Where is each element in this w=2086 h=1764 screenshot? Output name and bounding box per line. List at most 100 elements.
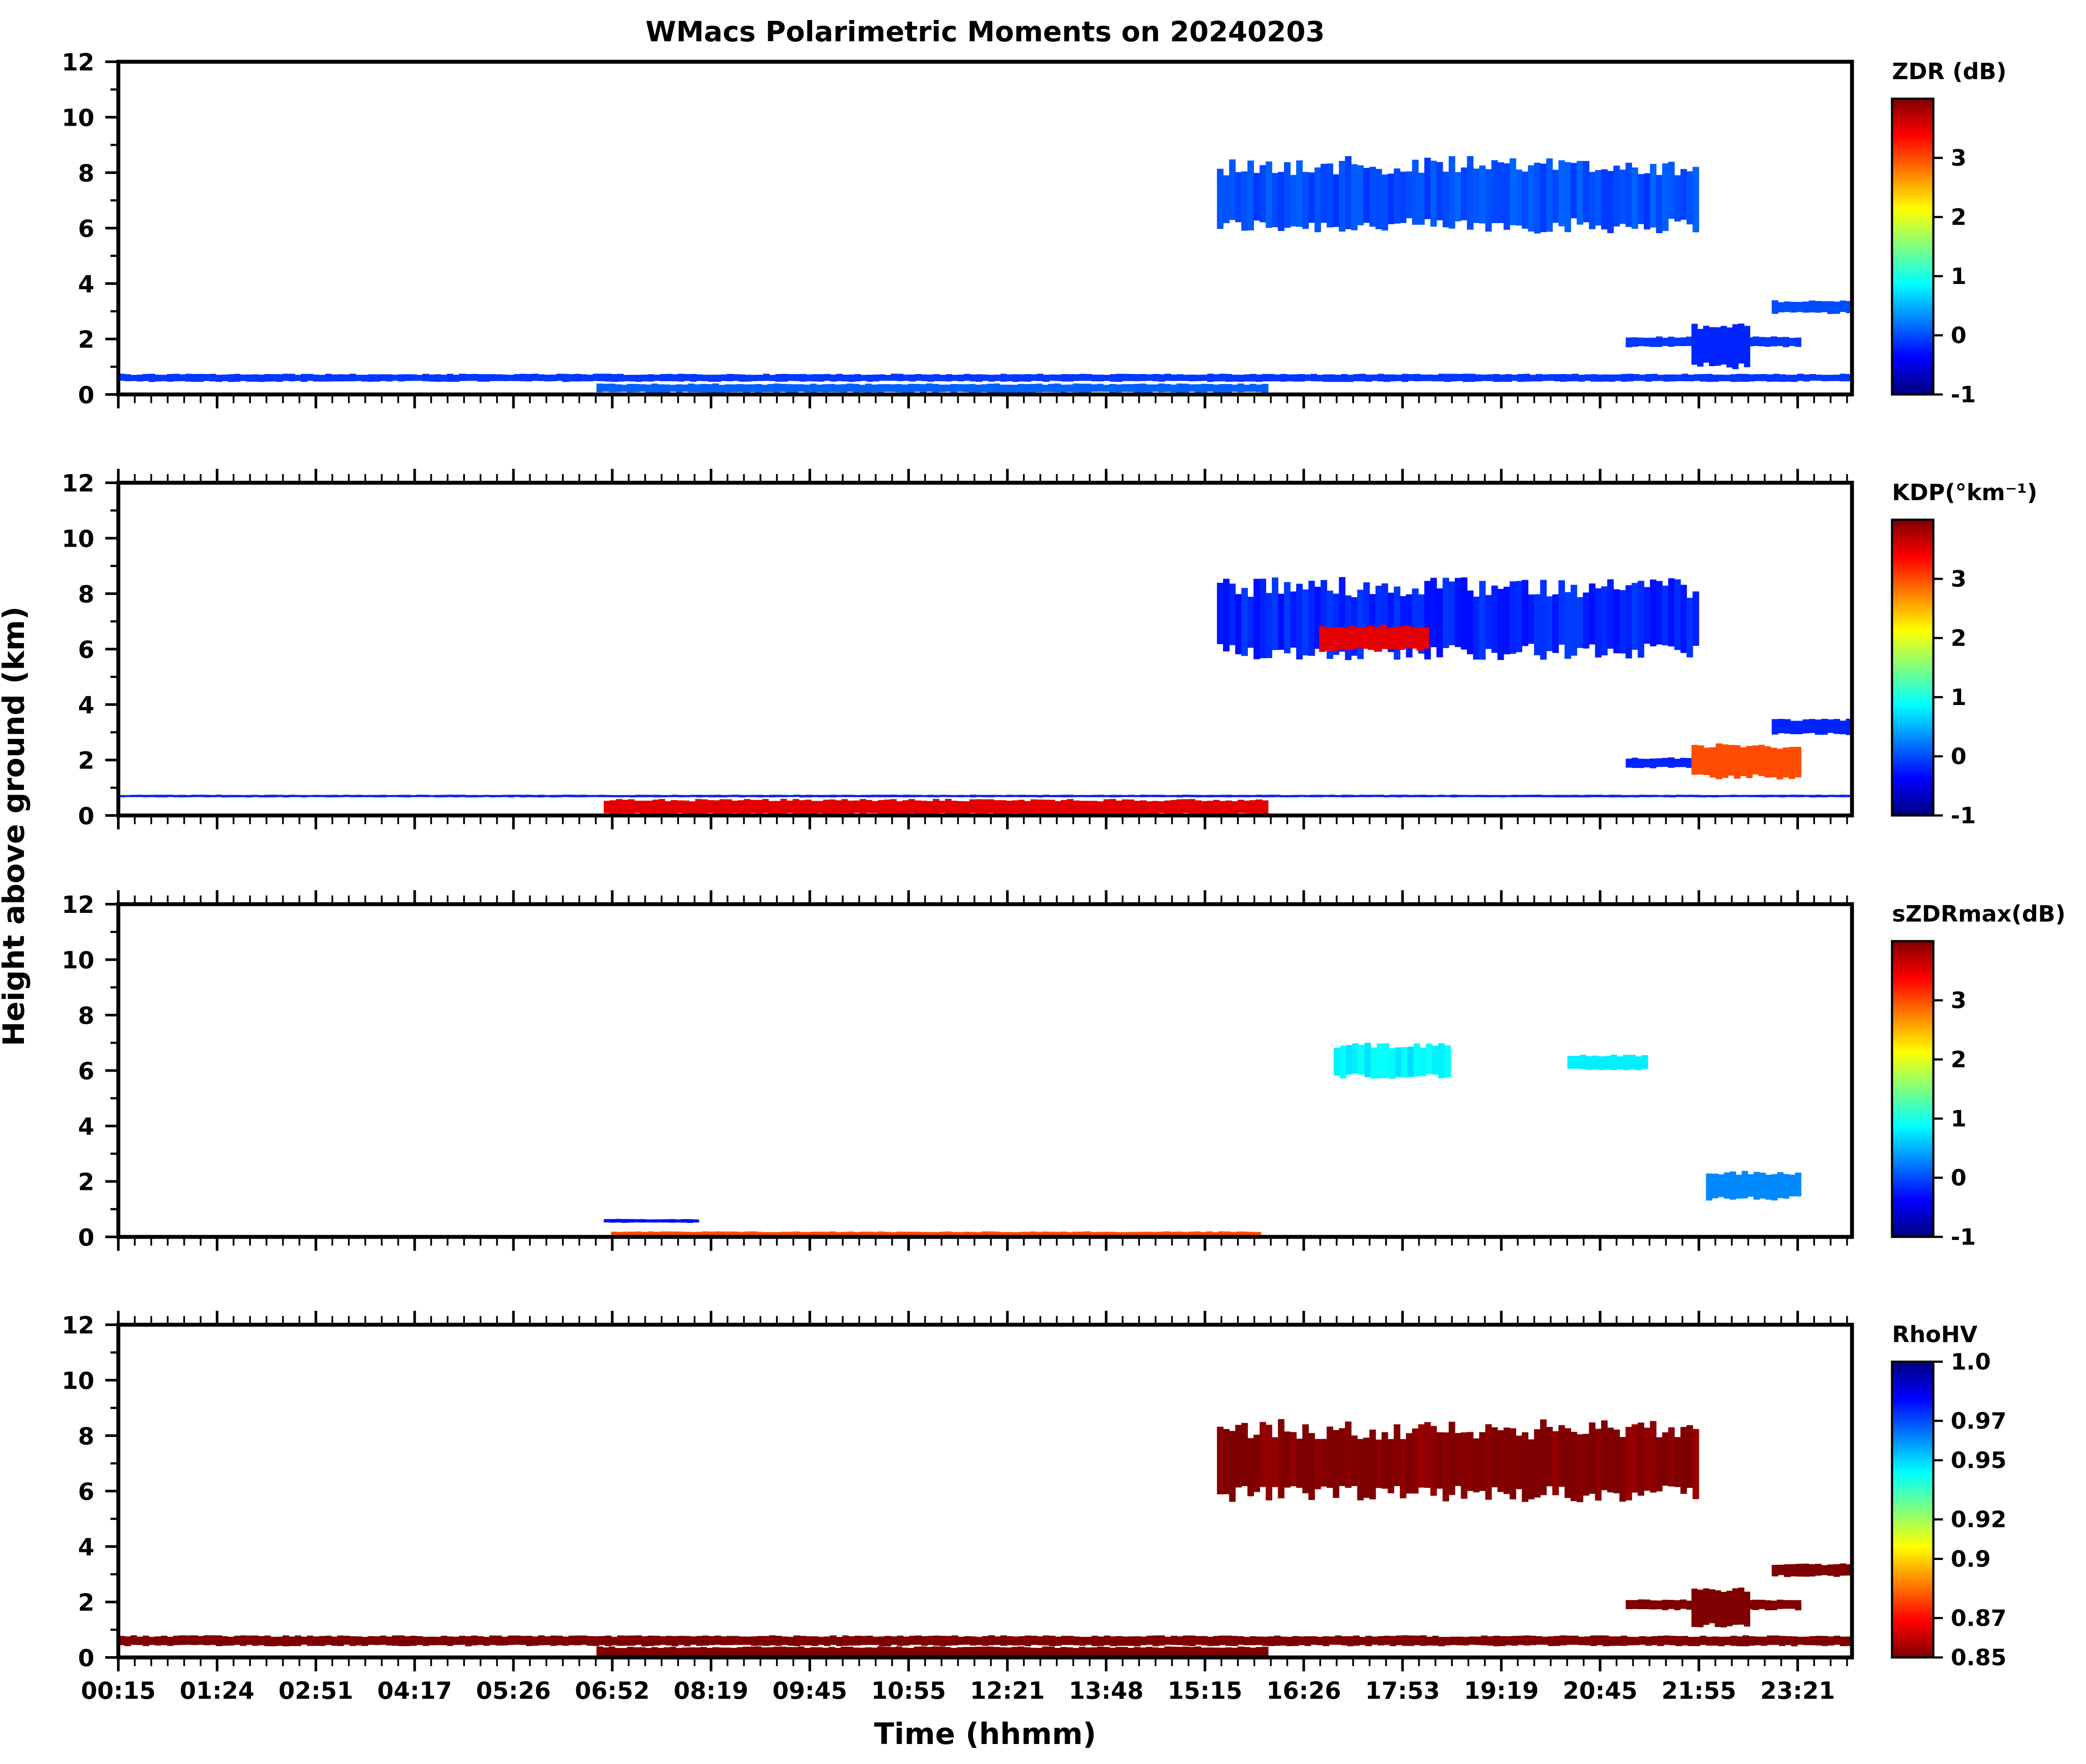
data-cell	[804, 1648, 811, 1657]
data-cell	[1097, 1647, 1104, 1657]
data-cell	[1432, 1046, 1439, 1075]
data-cell	[1796, 1564, 1803, 1577]
data-cell	[288, 1637, 295, 1646]
data-cell	[1286, 1637, 1293, 1647]
data-cell	[1645, 374, 1652, 382]
data-cell	[860, 1232, 867, 1237]
data-cell	[1595, 1429, 1602, 1501]
data-cell	[1738, 323, 1745, 364]
data-cell	[641, 374, 648, 381]
data-cell	[1085, 374, 1092, 381]
data-cell	[1207, 1637, 1214, 1646]
data-cell	[142, 795, 149, 798]
data-cell	[602, 384, 609, 392]
data-cell	[1207, 801, 1214, 815]
data-cell	[1164, 384, 1171, 392]
data-cell	[319, 795, 326, 797]
data-cell	[896, 801, 903, 814]
data-cell	[719, 1647, 725, 1657]
data-cell	[1430, 578, 1437, 648]
data-cell	[1638, 1422, 1645, 1496]
data-cell	[1797, 795, 1804, 798]
data-cell	[1688, 374, 1695, 381]
data-cell	[1839, 1563, 1846, 1576]
data-cell	[1558, 580, 1565, 645]
data-cell	[1006, 1232, 1013, 1236]
data-cell	[1734, 745, 1741, 779]
data-cell	[520, 1636, 527, 1645]
data-cell	[398, 795, 405, 798]
y-tick-label: 10	[62, 104, 94, 132]
data-cell	[1461, 577, 1468, 650]
data-cell	[1790, 302, 1797, 313]
data-region	[1217, 156, 1699, 234]
data-cell	[160, 1636, 167, 1645]
data-cell	[319, 1636, 326, 1646]
data-cell	[1481, 1635, 1488, 1646]
data-cell	[714, 1231, 721, 1236]
data-cell	[958, 1637, 965, 1645]
data-cell	[1515, 581, 1522, 652]
data-cell	[663, 384, 670, 393]
data-cell	[1479, 1432, 1486, 1491]
data-cell	[246, 795, 253, 798]
data-cell	[1796, 302, 1803, 312]
data-cell	[1663, 1635, 1670, 1645]
data-cell	[191, 374, 198, 382]
data-cell	[1420, 1635, 1427, 1646]
data-cell	[811, 801, 818, 815]
data-cell	[453, 374, 460, 382]
data-cell	[749, 384, 756, 392]
data-cell	[1663, 795, 1670, 798]
data-cell	[1404, 625, 1411, 648]
data-cell	[1217, 1427, 1224, 1494]
data-cell	[1668, 1427, 1675, 1487]
data-cell	[1091, 1647, 1098, 1657]
data-cell	[623, 1635, 630, 1646]
data-cell	[810, 1647, 817, 1657]
data-cell	[264, 795, 271, 798]
data-cell	[374, 1636, 381, 1645]
data-cell	[725, 1647, 732, 1657]
data-cell	[508, 374, 515, 381]
data-cell	[1722, 744, 1728, 778]
data-cell	[1697, 745, 1704, 775]
data-cell	[1103, 799, 1110, 814]
data-cell	[1596, 374, 1603, 382]
data-cell	[1244, 384, 1250, 392]
data-cell	[1401, 1047, 1408, 1078]
data-cell	[1000, 800, 1006, 814]
data-cell	[1633, 374, 1640, 381]
data-cell	[1314, 1439, 1321, 1490]
data-cell	[933, 1635, 940, 1646]
data-cell	[1268, 374, 1275, 381]
data-cell	[1217, 583, 1224, 645]
data-cell	[1436, 1432, 1443, 1489]
data-cell	[1043, 795, 1050, 797]
data-cell	[1560, 795, 1567, 798]
colorbar-tick-label: 2	[1951, 1047, 1966, 1073]
colorbar-tick-label: -1	[1951, 382, 1976, 408]
data-cell	[483, 1637, 490, 1646]
data-cell	[1085, 801, 1092, 814]
data-cell	[1103, 384, 1110, 392]
data-cell	[1623, 1055, 1630, 1070]
data-cell	[1790, 1564, 1797, 1577]
data-cell	[1042, 1231, 1049, 1237]
data-cell	[806, 374, 812, 381]
data-cell	[1651, 374, 1658, 381]
data-cell	[1615, 1636, 1621, 1646]
data-cell	[859, 799, 866, 815]
data-cell	[1601, 1420, 1608, 1490]
data-cell	[349, 795, 356, 798]
data-cell	[1761, 1637, 1768, 1646]
data-cell	[921, 374, 928, 381]
data-cell	[392, 374, 399, 381]
data-cell	[1067, 799, 1073, 815]
data-cell	[1479, 581, 1486, 660]
data-cell	[1583, 592, 1590, 649]
data-cell	[653, 374, 660, 381]
data-cell	[1237, 374, 1244, 382]
data-cell	[628, 799, 635, 814]
data-cell	[879, 374, 886, 381]
